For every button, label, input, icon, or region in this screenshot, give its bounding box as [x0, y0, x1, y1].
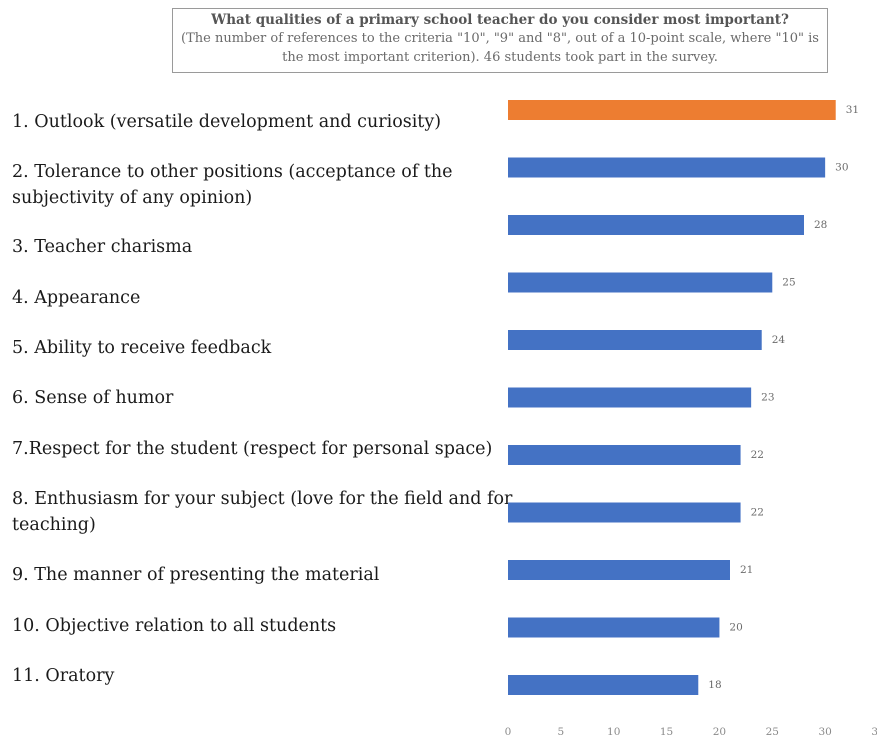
data-label: 22 [751, 449, 764, 461]
x-tick-label: 30 [818, 726, 831, 738]
data-labels: 31 30 28 25 24 23 22 22 21 20 18 [708, 104, 859, 691]
bar [508, 330, 762, 350]
data-label: 28 [814, 219, 827, 231]
x-axis-ticks: 0 5 10 15 20 25 30 35 [505, 726, 877, 738]
x-tick-label: 0 [505, 726, 512, 738]
data-label: 31 [846, 104, 859, 116]
category-label: 7.Respect for the student (respect for p… [12, 439, 492, 459]
x-tick-label: 10 [607, 726, 620, 738]
chart-subtitle: (The number of references to the criteri… [181, 31, 819, 65]
bar [508, 560, 730, 580]
category-label: 3. Teacher charisma [12, 237, 192, 257]
category-label: 11. Oratory [12, 666, 114, 686]
data-label: 21 [740, 564, 753, 576]
bar [508, 100, 836, 120]
bar [508, 445, 741, 465]
data-label: 30 [835, 162, 848, 174]
x-tick-label: 15 [660, 726, 673, 738]
data-label: 18 [708, 679, 721, 691]
data-label: 25 [782, 277, 795, 289]
x-tick-label: 25 [766, 726, 779, 738]
category-label: 10. Objective relation to all students [12, 616, 336, 636]
bar [508, 272, 773, 293]
category-label: 4. Appearance [12, 288, 140, 308]
bar [508, 617, 720, 638]
data-label: 23 [761, 392, 774, 404]
chart-title-box: What qualities of a primary school teach… [172, 8, 828, 73]
category-label: 2. Tolerance to other positions (accepta… [12, 162, 453, 208]
category-labels: 1. Outlook (versatile development and cu… [12, 112, 513, 686]
chart-title: What qualities of a primary school teach… [211, 12, 789, 28]
bar [508, 215, 804, 235]
bar [508, 675, 699, 695]
bar [508, 157, 826, 178]
data-label: 22 [751, 507, 764, 519]
category-label: 8. Enthusiasm for your subject (love for… [12, 489, 513, 535]
category-label: 5. Ability to receive feedback [12, 338, 272, 358]
bars [508, 100, 836, 695]
bar [508, 387, 752, 408]
bar [508, 502, 741, 523]
category-label: 9. The manner of presenting the material [12, 565, 380, 585]
x-tick-label: 20 [713, 726, 726, 738]
x-tick-label: 5 [558, 726, 565, 738]
category-label: 1. Outlook (versatile development and cu… [12, 112, 441, 132]
x-tick-label: 35 [871, 726, 877, 738]
data-label: 20 [729, 622, 742, 634]
data-label: 24 [772, 334, 786, 346]
category-label: 6. Sense of humor [12, 388, 174, 408]
